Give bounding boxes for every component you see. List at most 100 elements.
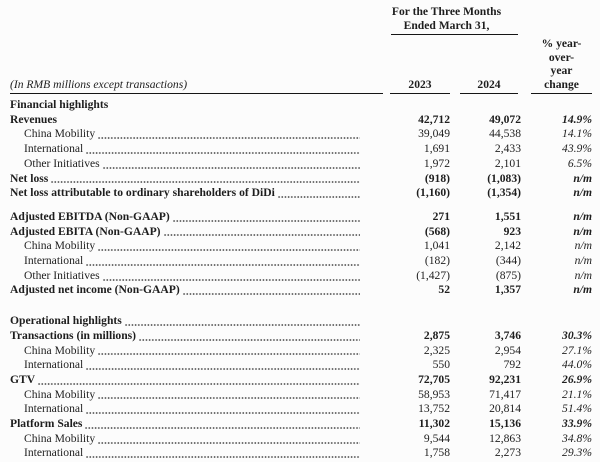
column-header-yoy: % year- over- year change [531, 37, 592, 94]
row-label-cell: GTV [10, 373, 362, 388]
row-label-cell: Adjusted net income (Non-GAAP) [10, 283, 362, 298]
table-row: Net loss (918) (1,083) n/m [10, 172, 592, 187]
table-row: Transactions (in millions) 2,875 3,746 3… [10, 329, 592, 344]
row-label-cell: Revenues [10, 113, 362, 128]
row-label-cell: Financial highlights [10, 98, 362, 113]
value-2023: 42,712 [418, 112, 450, 126]
row-label: China Mobility [24, 343, 96, 357]
value-2023: 550 [432, 358, 450, 372]
dot-leader [277, 196, 360, 199]
table-row: Platform Sales 11,302 15,136 33.9% [10, 417, 592, 432]
unit-note: (In RMB millions except transactions) [10, 78, 383, 94]
value-2024: 20,814 [489, 402, 521, 416]
dot-leader [86, 368, 360, 371]
value-2023: 2,875 [423, 328, 450, 342]
value-yoy: n/m [573, 209, 592, 223]
dot-leader [86, 412, 360, 415]
table-row: Other Initiatives (1,427) (875) n/m [10, 269, 592, 284]
dot-leader [98, 441, 360, 444]
table-row: Operational highlights [10, 314, 592, 329]
value-2024: 15,136 [489, 417, 521, 431]
value-2024: 1,357 [494, 283, 521, 297]
row-label: Financial highlights [10, 98, 109, 111]
value-2023: 52 [438, 283, 450, 297]
value-2024: 2,142 [494, 239, 521, 253]
value-2023: 9,544 [423, 431, 450, 445]
value-2024: 92,231 [489, 372, 521, 386]
table-row: International 1,758 2,273 29.3% [10, 446, 592, 461]
row-label-cell: Other Initiatives [10, 157, 362, 172]
table-row: Other Initiatives 1,972 2,101 6.5% [10, 157, 592, 172]
dot-leader [86, 456, 360, 459]
row-label-cell: Platform Sales [10, 417, 362, 432]
dot-leader [85, 426, 360, 430]
value-2023: (1,427) [416, 268, 450, 282]
table-row: International 550 792 44.0% [10, 358, 592, 373]
row-label-cell: Net loss attributable to ordinary shareh… [10, 186, 362, 201]
table-row: China Mobility 1,041 2,142 n/m [10, 239, 592, 254]
table-row: Adjusted net income (Non-GAAP) 52 1,357 … [10, 283, 592, 298]
dot-leader [51, 181, 360, 184]
row-label-cell: International [10, 254, 362, 269]
table-row: China Mobility 58,953 71,417 21.1% [10, 388, 592, 403]
value-yoy: 51.4% [562, 402, 592, 416]
value-2024 [460, 314, 531, 329]
value-yoy: n/m [573, 186, 592, 200]
row-label-cell: China Mobility [10, 127, 362, 142]
value-yoy: n/m [573, 171, 592, 185]
value-2024: 792 [503, 358, 521, 372]
value-2023: (568) [424, 224, 450, 238]
row-label: International [24, 358, 84, 372]
value-2024: 49,072 [489, 112, 521, 126]
table-row: Adjusted EBITA (Non-GAAP) (568) 923 n/m [10, 225, 592, 240]
row-label-cell: International [10, 358, 362, 373]
dot-leader [182, 293, 360, 296]
row-label: Adjusted net income (Non-GAAP) [10, 283, 180, 297]
value-yoy: n/m [574, 239, 592, 253]
value-2024: 12,863 [489, 431, 521, 445]
column-header-2024: 2024 [460, 78, 518, 94]
dot-leader [98, 397, 360, 400]
value-2024: 2,954 [494, 343, 521, 357]
column-header-2023: 2023 [390, 78, 450, 94]
row-label: Other Initiatives [24, 156, 100, 170]
value-yoy: 14.1% [562, 127, 592, 141]
row-label-cell: Net loss [10, 172, 362, 187]
dot-leader [102, 278, 360, 281]
value-2023: (1,160) [416, 186, 450, 200]
table-row: China Mobility 9,544 12,863 34.8% [10, 432, 592, 447]
value-2024: 2,273 [494, 446, 521, 460]
row-label-cell: China Mobility [10, 432, 362, 447]
dot-leader [38, 382, 360, 386]
column-header-yoy-line4: change [544, 77, 579, 91]
row-label-cell: International [10, 142, 362, 157]
row-label: Net loss attributable to ordinary shareh… [10, 186, 275, 200]
value-2023 [362, 314, 460, 329]
value-2024 [460, 98, 531, 113]
period-header-line1: For the Three Months [391, 5, 502, 18]
row-label-cell: International [10, 402, 362, 417]
value-yoy: 6.5% [567, 156, 592, 170]
row-label-cell: Adjusted EBITA (Non-GAAP) [10, 225, 362, 240]
value-2023: 1,691 [423, 142, 450, 156]
value-yoy: 27.1% [562, 343, 592, 357]
value-2024: 1,551 [494, 209, 521, 223]
value-2023: 1,041 [423, 239, 450, 253]
dot-leader [86, 151, 360, 155]
row-label: Revenues [10, 112, 58, 126]
value-yoy: 30.3% [562, 328, 592, 342]
row-label-cell: China Mobility [10, 388, 362, 403]
row-label-cell: China Mobility [10, 344, 362, 359]
value-2023: 58,953 [418, 387, 450, 401]
value-yoy: 44.0% [562, 358, 592, 372]
value-2024: 2,433 [494, 142, 521, 156]
dot-leader [163, 234, 360, 237]
value-yoy [531, 98, 592, 113]
row-label: International [24, 142, 84, 156]
row-label: China Mobility [24, 431, 96, 445]
dot-leader [172, 219, 360, 223]
table-header-columns-row: (In RMB millions except transactions) 20… [10, 35, 592, 94]
value-2024: 44,538 [489, 127, 521, 141]
row-label-cell: Adjusted EBITDA (Non-GAAP) [10, 210, 362, 225]
